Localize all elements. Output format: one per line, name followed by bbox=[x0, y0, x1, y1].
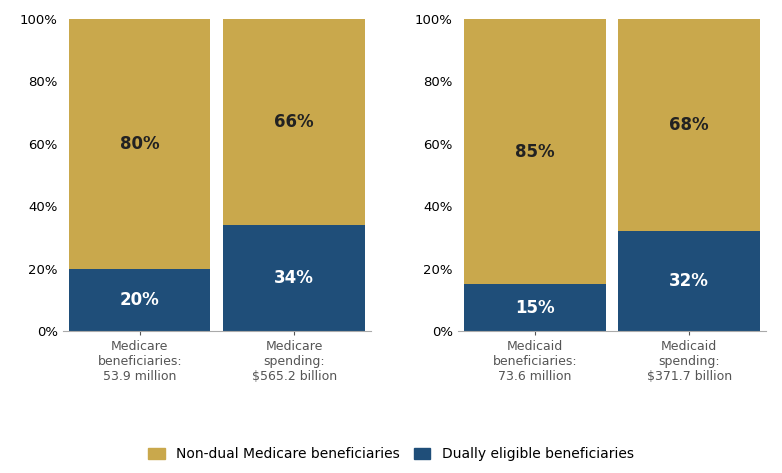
Text: 85%: 85% bbox=[515, 142, 554, 161]
Bar bbox=[464, 284, 605, 331]
Text: 32%: 32% bbox=[669, 272, 709, 290]
Legend: Non-dual Medicare beneficiaries, Dually eligible beneficiaries: Non-dual Medicare beneficiaries, Dually … bbox=[149, 447, 633, 461]
Text: 34%: 34% bbox=[274, 269, 314, 287]
Text: 80%: 80% bbox=[120, 135, 160, 153]
Bar bbox=[69, 269, 210, 331]
Bar bbox=[224, 225, 365, 331]
Text: 20%: 20% bbox=[120, 291, 160, 309]
Text: 15%: 15% bbox=[515, 298, 554, 317]
Bar bbox=[69, 19, 210, 269]
Bar bbox=[619, 231, 760, 331]
Bar bbox=[464, 19, 605, 284]
Bar bbox=[224, 19, 365, 225]
Bar bbox=[619, 19, 760, 231]
Text: 66%: 66% bbox=[274, 113, 314, 131]
Text: 68%: 68% bbox=[669, 116, 709, 134]
